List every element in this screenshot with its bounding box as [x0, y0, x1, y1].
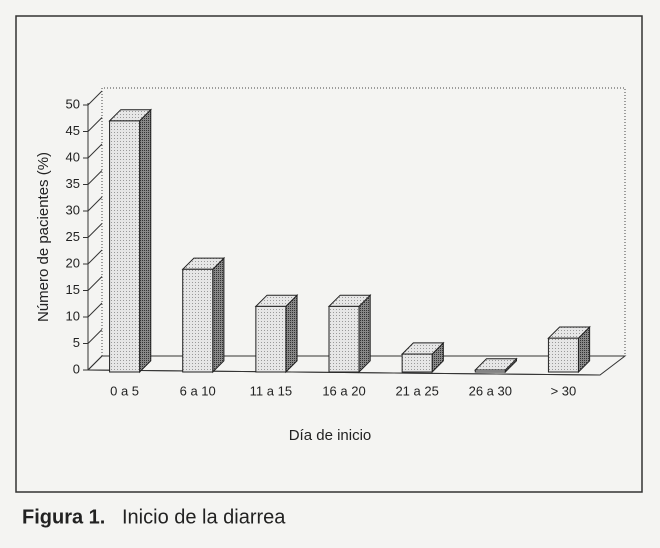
y-tick-label: 25: [66, 229, 80, 244]
x-tick-label: > 30: [551, 383, 577, 398]
bar: [109, 120, 141, 373]
depth-tick: [87, 276, 103, 291]
caption-text: Inicio de la diarrea: [122, 506, 286, 528]
bar: [401, 353, 433, 373]
y-axis-label: Número de pacientes (%): [35, 152, 52, 322]
depth-tick: [87, 90, 103, 106]
caption-label: Figura 1.: [22, 506, 105, 528]
x-axis-label: Día de inicio: [289, 427, 372, 444]
depth-tick: [87, 196, 103, 212]
bar: [474, 369, 506, 373]
bar-side: [212, 256, 225, 374]
bar-side: [358, 293, 371, 374]
x-tick-label: 0 a 5: [110, 383, 139, 398]
bar: [255, 305, 287, 373]
depth-tick: [87, 249, 103, 265]
chart-frame: [15, 15, 643, 493]
depth-tick: [87, 223, 103, 238]
bar-top: [474, 358, 518, 371]
depth-tick: [87, 302, 103, 318]
y-tick-label: 20: [66, 255, 80, 270]
depth-tick: [87, 170, 103, 185]
y-tick-label: 15: [66, 282, 80, 297]
y-tick-label: 0: [73, 361, 80, 376]
bar-side: [285, 293, 298, 374]
bar-side: [139, 108, 152, 374]
x-tick-label: 16 a 20: [322, 383, 365, 398]
bar: [547, 337, 579, 373]
x-axis: [87, 369, 601, 376]
depth-tick: [87, 355, 103, 371]
y-tick-label: 30: [66, 202, 80, 217]
depth-tick: [87, 329, 103, 344]
depth-tick: [87, 117, 103, 132]
x-tick-label: 26 a 30: [469, 383, 512, 398]
y-tick-label: 50: [66, 96, 80, 111]
chart: 0 5 10 15 20 25 30 35 40 45 50 0 a 5 6 a 10 11 a 15 16…: [66, 87, 627, 398]
bar: [328, 305, 360, 373]
depth-tick: [87, 143, 103, 159]
back-wall: [101, 87, 626, 356]
x-tick-label: 21 a 25: [395, 383, 438, 398]
y-tick-label: 40: [66, 149, 80, 164]
y-tick-label: 45: [66, 123, 80, 138]
y-tick-label: 35: [66, 176, 80, 191]
y-tick-label: 10: [66, 308, 80, 323]
x-tick-label: 11 a 15: [250, 383, 292, 398]
bar: [182, 268, 214, 373]
y-tick-label: 5: [73, 335, 80, 350]
x-tick-label: 6 a 10: [180, 383, 216, 398]
